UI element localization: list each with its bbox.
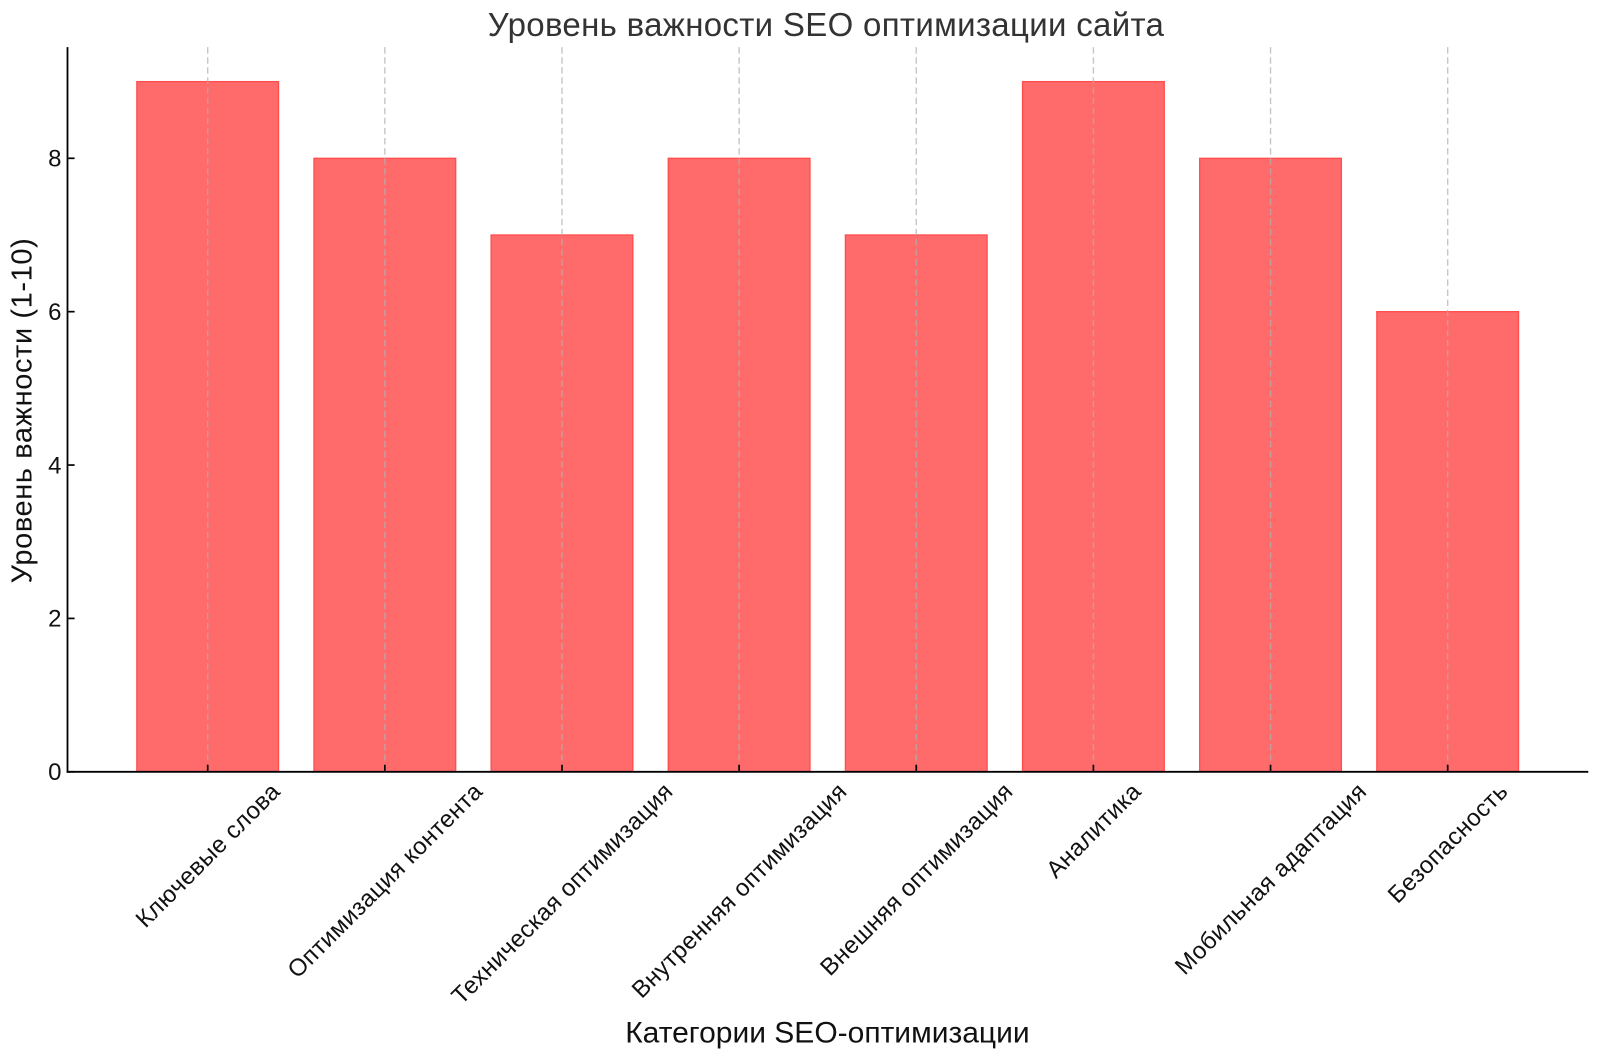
svg-text:Уровень важности SEO оптимизац: Уровень важности SEO оптимизации сайта <box>488 6 1165 43</box>
svg-text:2: 2 <box>48 606 61 633</box>
svg-text:Категории SEO-оптимизации: Категории SEO-оптимизации <box>625 1017 1029 1050</box>
svg-text:6: 6 <box>48 299 61 326</box>
svg-text:Уровень важности (1-10): Уровень важности (1-10) <box>7 238 39 584</box>
svg-text:4: 4 <box>48 452 61 479</box>
svg-text:0: 0 <box>48 759 61 786</box>
svg-text:8: 8 <box>48 146 61 173</box>
